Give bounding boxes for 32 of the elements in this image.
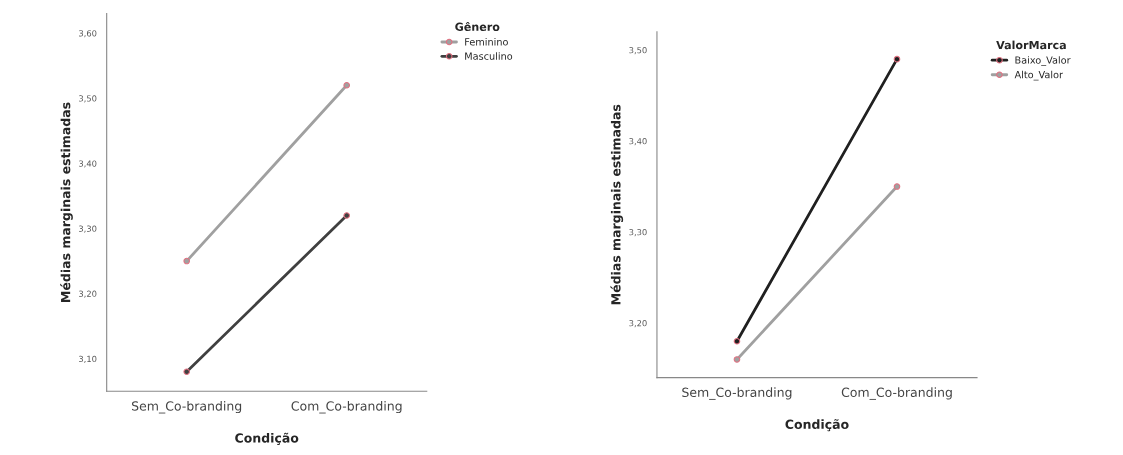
- point: [893, 55, 901, 63]
- point: [733, 356, 741, 363]
- point: [893, 183, 901, 190]
- y-tick-label: 3,40: [79, 160, 97, 168]
- y-tick-label: 3,40: [629, 138, 647, 146]
- legend-title: ValorMarca: [996, 40, 1066, 50]
- y-axis-title: Médias marginais estimadas: [60, 102, 73, 302]
- legend-label: Masculino: [465, 52, 513, 60]
- legend-label: Baixo_Valor: [1015, 56, 1071, 66]
- y-axis-title: Médias marginais estimadas: [610, 104, 624, 305]
- y-tick-label: 3,60: [79, 30, 97, 38]
- y-tick-label: 3,30: [629, 229, 647, 237]
- y-tick-label: 3,20: [79, 290, 97, 298]
- point: [183, 257, 190, 265]
- point: [733, 337, 741, 345]
- x-tick-label: Com_Co-branding: [291, 401, 402, 414]
- point: [343, 81, 351, 89]
- legend-label: Alto_Valor: [1014, 70, 1063, 81]
- point: [183, 368, 190, 376]
- point: [343, 212, 351, 219]
- legend-title: Gênero: [455, 21, 500, 31]
- x-tick-label: Com_Co-branding: [841, 387, 952, 400]
- y-tick-label: 3,50: [79, 95, 97, 103]
- x-tick-label: Sem_Co-branding: [682, 387, 792, 400]
- y-tick-label: 3,10: [79, 355, 97, 363]
- x-axis-title: Condição: [785, 419, 849, 432]
- y-tick-label: 3,30: [79, 225, 97, 233]
- x-tick-label: Sem_Co-branding: [131, 401, 242, 414]
- y-tick-label: 3,50: [629, 47, 647, 55]
- y-tick-label: 3,20: [629, 320, 647, 328]
- legend-label: Feminino: [465, 38, 508, 46]
- x-axis-title: Condição: [235, 432, 299, 445]
